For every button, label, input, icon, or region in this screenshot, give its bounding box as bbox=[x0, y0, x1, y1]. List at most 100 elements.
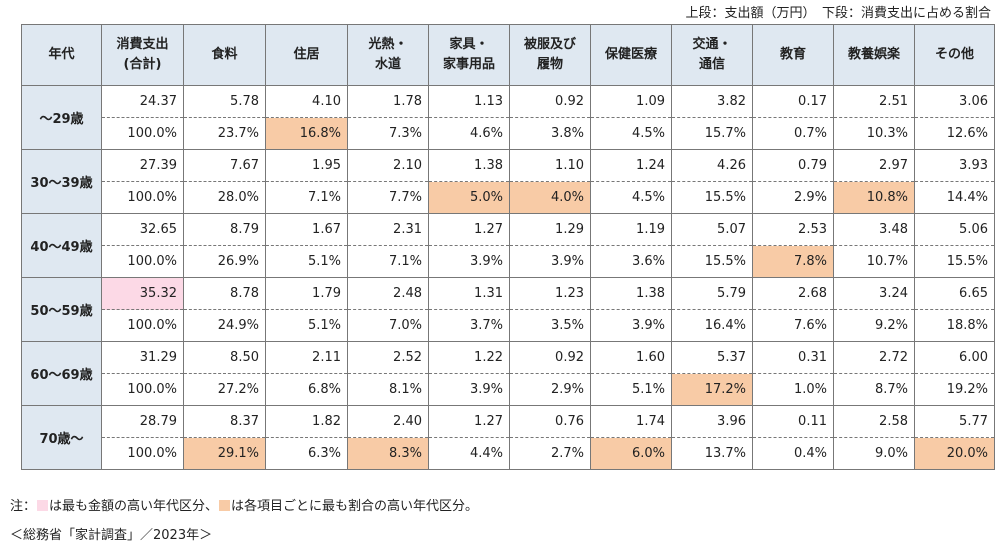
header-line1: 年代 bbox=[48, 47, 75, 62]
share-cell: 7.1% bbox=[347, 245, 429, 278]
share-cell: 3.6% bbox=[590, 245, 672, 278]
amount-cell: 0.31 bbox=[752, 341, 834, 374]
header-category: 住居 bbox=[265, 24, 348, 86]
share-cell: 3.9% bbox=[509, 245, 591, 278]
amount-cell: 8.78 bbox=[183, 277, 266, 310]
share-cell: 100.0% bbox=[101, 437, 184, 470]
amount-cell: 8.50 bbox=[183, 341, 266, 374]
share-row: 100.0% 24.9% 5.1% 7.0% 3.7% 3.5% 3.9% 16.4% 7.6%… bbox=[22, 309, 995, 342]
amount-cell: 3.82 bbox=[671, 85, 753, 118]
amount-cell: 2.51 bbox=[833, 85, 915, 118]
share-cell: 18.8% bbox=[914, 309, 995, 342]
amount-cell: 31.29 bbox=[101, 341, 184, 374]
header-category: 光熱・ 水道 bbox=[347, 24, 429, 86]
table-legend: 上段：支出額（万円） 下段：消費支出に占める割合 bbox=[685, 6, 991, 21]
amount-row: 70歳〜 28.79 8.37 1.82 2.40 1.27 0.76 1.74 3.96 0.1… bbox=[21, 405, 995, 470]
age-group-label: 〜29歳 bbox=[21, 85, 102, 150]
share-cell: 6.0% bbox=[590, 437, 672, 470]
share-cell: 8.7% bbox=[833, 373, 915, 406]
amount-cell: 2.52 bbox=[347, 341, 429, 374]
amount-cell: 3.48 bbox=[833, 213, 915, 246]
amount-cell: 35.32 bbox=[101, 277, 184, 310]
share-cell: 7.1% bbox=[265, 181, 348, 214]
header-category: 教養娯楽 bbox=[833, 24, 915, 86]
amount-cell: 8.79 bbox=[183, 213, 266, 246]
amount-cell: 1.95 bbox=[265, 149, 348, 182]
amount-cell: 1.27 bbox=[428, 405, 510, 438]
amount-cell: 2.53 bbox=[752, 213, 834, 246]
share-cell: 12.6% bbox=[914, 117, 995, 150]
amount-cell: 0.76 bbox=[509, 405, 591, 438]
share-cell: 100.0% bbox=[101, 245, 184, 278]
amount-cell: 1.27 bbox=[428, 213, 510, 246]
share-cell: 26.9% bbox=[183, 245, 266, 278]
share-cell: 3.5% bbox=[509, 309, 591, 342]
amount-row: 〜29歳 24.37 5.78 4.10 1.78 1.13 0.92 1.09 3.82 0.1… bbox=[21, 85, 995, 150]
orange-swatch bbox=[219, 500, 231, 511]
header-line2: 水道 bbox=[374, 57, 401, 72]
share-cell: 20.0% bbox=[914, 437, 995, 470]
share-cell: 15.5% bbox=[671, 245, 753, 278]
header-line2: (合計) bbox=[123, 57, 162, 72]
header-category: その他 bbox=[914, 24, 995, 86]
share-cell: 4.0% bbox=[509, 181, 591, 214]
amount-cell: 1.67 bbox=[265, 213, 348, 246]
header-line1: 家具・ bbox=[449, 37, 489, 52]
share-cell: 7.3% bbox=[347, 117, 429, 150]
age-group-label: 60〜69歳 bbox=[21, 341, 102, 406]
share-cell: 13.7% bbox=[671, 437, 753, 470]
share-cell: 100.0% bbox=[101, 373, 184, 406]
header-category: 交通・ 通信 bbox=[671, 24, 753, 86]
amount-row: 40〜49歳 32.65 8.79 1.67 2.31 1.27 1.29 1.19 5.07 2… bbox=[21, 213, 995, 278]
header-age: 年代 bbox=[21, 24, 102, 86]
amount-cell: 2.48 bbox=[347, 277, 429, 310]
amount-cell: 1.23 bbox=[509, 277, 591, 310]
header-line1: 消費支出 bbox=[116, 37, 169, 52]
share-cell: 16.4% bbox=[671, 309, 753, 342]
amount-cell: 27.39 bbox=[101, 149, 184, 182]
amount-cell: 1.38 bbox=[428, 149, 510, 182]
header-line2: 家事用品 bbox=[442, 57, 495, 72]
share-cell: 23.7% bbox=[183, 117, 266, 150]
amount-cell: 8.37 bbox=[183, 405, 266, 438]
share-cell: 17.2% bbox=[671, 373, 753, 406]
share-cell: 6.3% bbox=[265, 437, 348, 470]
share-cell: 9.2% bbox=[833, 309, 915, 342]
share-cell: 4.6% bbox=[428, 117, 510, 150]
share-cell: 28.0% bbox=[183, 181, 266, 214]
share-cell: 10.7% bbox=[833, 245, 915, 278]
amount-cell: 0.79 bbox=[752, 149, 834, 182]
amount-cell: 5.77 bbox=[914, 405, 995, 438]
amount-cell: 2.68 bbox=[752, 277, 834, 310]
note-prefix: 注： bbox=[10, 499, 37, 514]
age-group-label: 30〜39歳 bbox=[21, 149, 102, 214]
amount-cell: 7.67 bbox=[183, 149, 266, 182]
amount-cell: 2.31 bbox=[347, 213, 429, 246]
amount-cell: 4.10 bbox=[265, 85, 348, 118]
amount-cell: 0.11 bbox=[752, 405, 834, 438]
share-cell: 7.8% bbox=[752, 245, 834, 278]
amount-cell: 1.60 bbox=[590, 341, 672, 374]
amount-cell: 1.29 bbox=[509, 213, 591, 246]
header-line1: 教育 bbox=[779, 47, 806, 62]
amount-cell: 28.79 bbox=[101, 405, 184, 438]
share-cell: 100.0% bbox=[101, 181, 184, 214]
amount-row: 60〜69歳 31.29 8.50 2.11 2.52 1.22 0.92 1.60 5.37 0… bbox=[21, 341, 995, 406]
share-cell: 3.9% bbox=[428, 373, 510, 406]
share-cell: 4.4% bbox=[428, 437, 510, 470]
amount-cell: 2.10 bbox=[347, 149, 429, 182]
amount-cell: 5.37 bbox=[671, 341, 753, 374]
share-cell: 2.9% bbox=[752, 181, 834, 214]
amount-cell: 0.92 bbox=[509, 341, 591, 374]
amount-cell: 1.31 bbox=[428, 277, 510, 310]
note-orange-text: は各項目ごとに最も割合の高い年代区分。 bbox=[231, 499, 479, 514]
share-cell: 9.0% bbox=[833, 437, 915, 470]
header-line1: 住居 bbox=[293, 47, 320, 62]
share-cell: 100.0% bbox=[101, 117, 184, 150]
amount-cell: 5.79 bbox=[671, 277, 753, 310]
share-row: 100.0% 29.1% 6.3% 8.3% 4.4% 2.7% 6.0% 13.7% 0.4%… bbox=[22, 437, 995, 470]
amount-row: 30〜39歳 27.39 7.67 1.95 2.10 1.38 1.10 1.24 4.26 0… bbox=[21, 149, 995, 214]
share-cell: 8.3% bbox=[347, 437, 429, 470]
share-cell: 7.6% bbox=[752, 309, 834, 342]
share-cell: 10.3% bbox=[833, 117, 915, 150]
